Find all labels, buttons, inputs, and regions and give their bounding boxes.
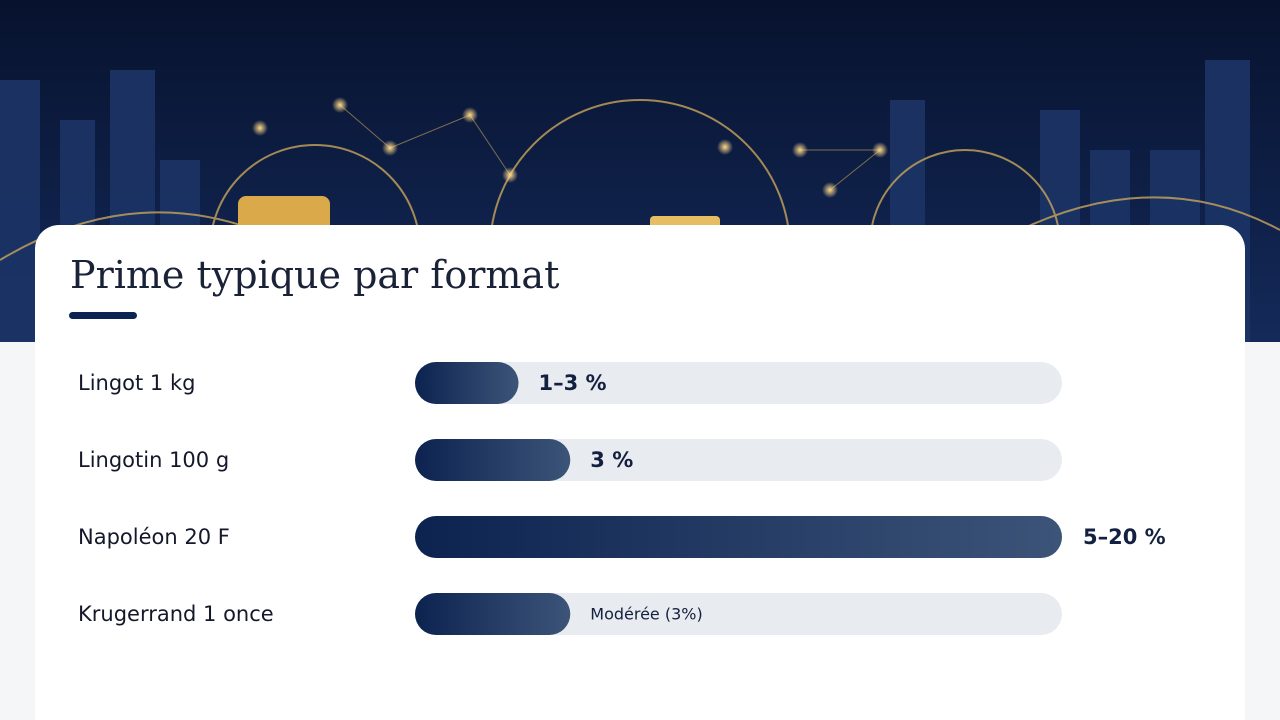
bar-track xyxy=(415,593,1062,635)
bar-track xyxy=(415,439,1062,481)
bar-label: Modérée (3%) xyxy=(590,605,702,624)
bar xyxy=(415,516,1062,558)
category-label: Napoléon 20 F xyxy=(78,525,230,549)
bar-label: 5–20 % xyxy=(1083,525,1166,549)
bar xyxy=(415,439,571,481)
category-label: Lingotin 100 g xyxy=(78,448,229,472)
category-label: Krugerrand 1 once xyxy=(78,602,274,626)
chart-title: Prime typique par format xyxy=(70,253,559,297)
bar-label: 3 % xyxy=(590,448,633,472)
bar-track xyxy=(415,362,1062,404)
title-underline xyxy=(69,312,137,319)
bar-label: 1–3 % xyxy=(539,371,607,395)
bars: Lingot 1 kg 1–3 % Lingotin 100 g 3 % Napoléo… xyxy=(78,362,1166,635)
category-label: Lingot 1 kg xyxy=(78,371,195,395)
bar xyxy=(415,593,571,635)
bar xyxy=(415,362,519,404)
